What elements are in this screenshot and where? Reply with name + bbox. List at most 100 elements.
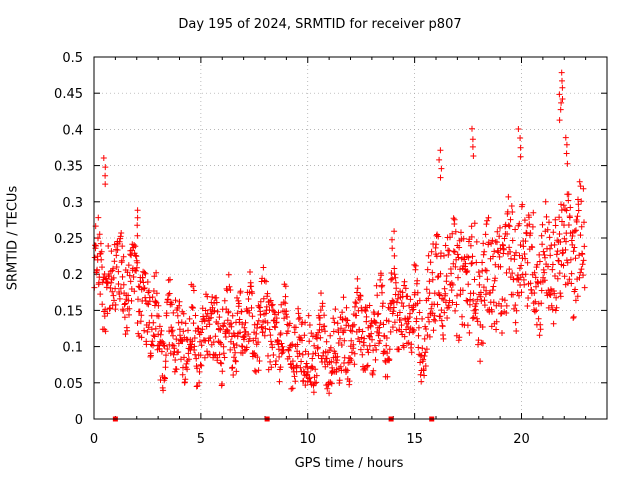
data-point bbox=[577, 232, 584, 239]
data-point bbox=[512, 319, 519, 326]
data-point bbox=[295, 310, 302, 317]
data-point bbox=[563, 150, 570, 157]
x-axis-label: GPS time / hours bbox=[294, 456, 404, 471]
data-point bbox=[392, 279, 399, 286]
data-point bbox=[442, 290, 449, 297]
data-point bbox=[177, 332, 183, 339]
data-point bbox=[516, 292, 522, 299]
data-point bbox=[468, 233, 475, 240]
data-point bbox=[108, 279, 115, 286]
data-point bbox=[485, 214, 492, 221]
data-point bbox=[338, 325, 344, 332]
data-point bbox=[473, 259, 480, 266]
data-point bbox=[309, 364, 316, 371]
data-point bbox=[363, 313, 370, 320]
data-point bbox=[145, 301, 152, 308]
data-point bbox=[176, 326, 183, 333]
data-point bbox=[507, 216, 514, 223]
data-point bbox=[391, 271, 398, 278]
data-point bbox=[150, 319, 157, 326]
data-point bbox=[452, 307, 459, 314]
data-point bbox=[299, 351, 306, 358]
data-point bbox=[189, 338, 196, 345]
data-point bbox=[277, 364, 284, 371]
data-point bbox=[576, 178, 583, 185]
data-point bbox=[133, 264, 140, 271]
tick-labels: 0 0.05 0.1 0.15 0.2 0.25 0.3 0.35 0.4 0.45 0.5 0 5 10… bbox=[54, 51, 530, 447]
data-point bbox=[311, 342, 318, 349]
data-point bbox=[565, 222, 572, 228]
data-point bbox=[260, 295, 267, 302]
data-point bbox=[393, 285, 400, 292]
data-point bbox=[564, 259, 571, 266]
data-point bbox=[229, 312, 236, 319]
data-point bbox=[512, 226, 519, 233]
data-point bbox=[157, 331, 164, 338]
data-point bbox=[344, 367, 351, 374]
data-point bbox=[454, 292, 460, 299]
data-point bbox=[578, 223, 585, 230]
data-point bbox=[455, 254, 462, 261]
data-point bbox=[547, 292, 554, 298]
data-point bbox=[292, 378, 299, 385]
data-point bbox=[549, 266, 556, 273]
data-point bbox=[180, 310, 187, 317]
data-point bbox=[332, 306, 339, 313]
data-point bbox=[227, 346, 234, 353]
data-point bbox=[242, 319, 249, 326]
data-point bbox=[407, 310, 413, 317]
data-point bbox=[408, 349, 415, 356]
data-point bbox=[429, 276, 436, 283]
data-point bbox=[452, 228, 459, 235]
data-point bbox=[577, 183, 584, 190]
data-point bbox=[431, 312, 438, 319]
data-point bbox=[441, 252, 447, 259]
data-point bbox=[164, 346, 171, 352]
data-point bbox=[391, 319, 398, 326]
data-point bbox=[327, 332, 334, 339]
data-point bbox=[374, 292, 381, 299]
data-point bbox=[415, 344, 422, 351]
data-point bbox=[561, 273, 568, 280]
data-point bbox=[460, 235, 467, 242]
data-point bbox=[537, 326, 544, 333]
data-point bbox=[490, 253, 496, 260]
data-point bbox=[376, 330, 383, 336]
data-point bbox=[115, 268, 122, 275]
data-point bbox=[269, 307, 276, 314]
data-point bbox=[160, 387, 167, 394]
data-point bbox=[129, 247, 135, 254]
data-point bbox=[312, 366, 319, 373]
x-tick-label: 5 bbox=[197, 432, 205, 447]
data-point bbox=[536, 258, 543, 265]
data-point bbox=[545, 263, 551, 270]
data-point bbox=[566, 276, 573, 283]
data-point bbox=[348, 357, 355, 364]
data-point bbox=[356, 326, 363, 333]
data-point bbox=[482, 267, 489, 274]
data-point bbox=[301, 332, 308, 339]
data-point bbox=[151, 333, 158, 340]
data-point bbox=[340, 294, 347, 301]
data-point bbox=[141, 285, 148, 291]
data-point bbox=[570, 248, 577, 255]
data-point bbox=[533, 283, 539, 290]
data-point bbox=[499, 296, 506, 303]
data-point bbox=[496, 233, 503, 240]
data-point bbox=[265, 352, 271, 359]
data-point bbox=[455, 274, 461, 281]
data-point bbox=[353, 312, 360, 319]
data-point bbox=[373, 282, 380, 289]
data-point bbox=[393, 299, 400, 306]
data-point bbox=[275, 341, 282, 348]
data-point bbox=[366, 342, 373, 349]
data-point bbox=[227, 287, 234, 293]
data-point bbox=[521, 217, 528, 224]
data-point bbox=[428, 305, 435, 312]
data-point bbox=[134, 259, 141, 266]
data-point bbox=[515, 126, 522, 132]
data-point bbox=[386, 346, 393, 353]
data-point bbox=[306, 375, 312, 382]
data-point bbox=[478, 298, 485, 304]
data-point bbox=[224, 317, 231, 324]
